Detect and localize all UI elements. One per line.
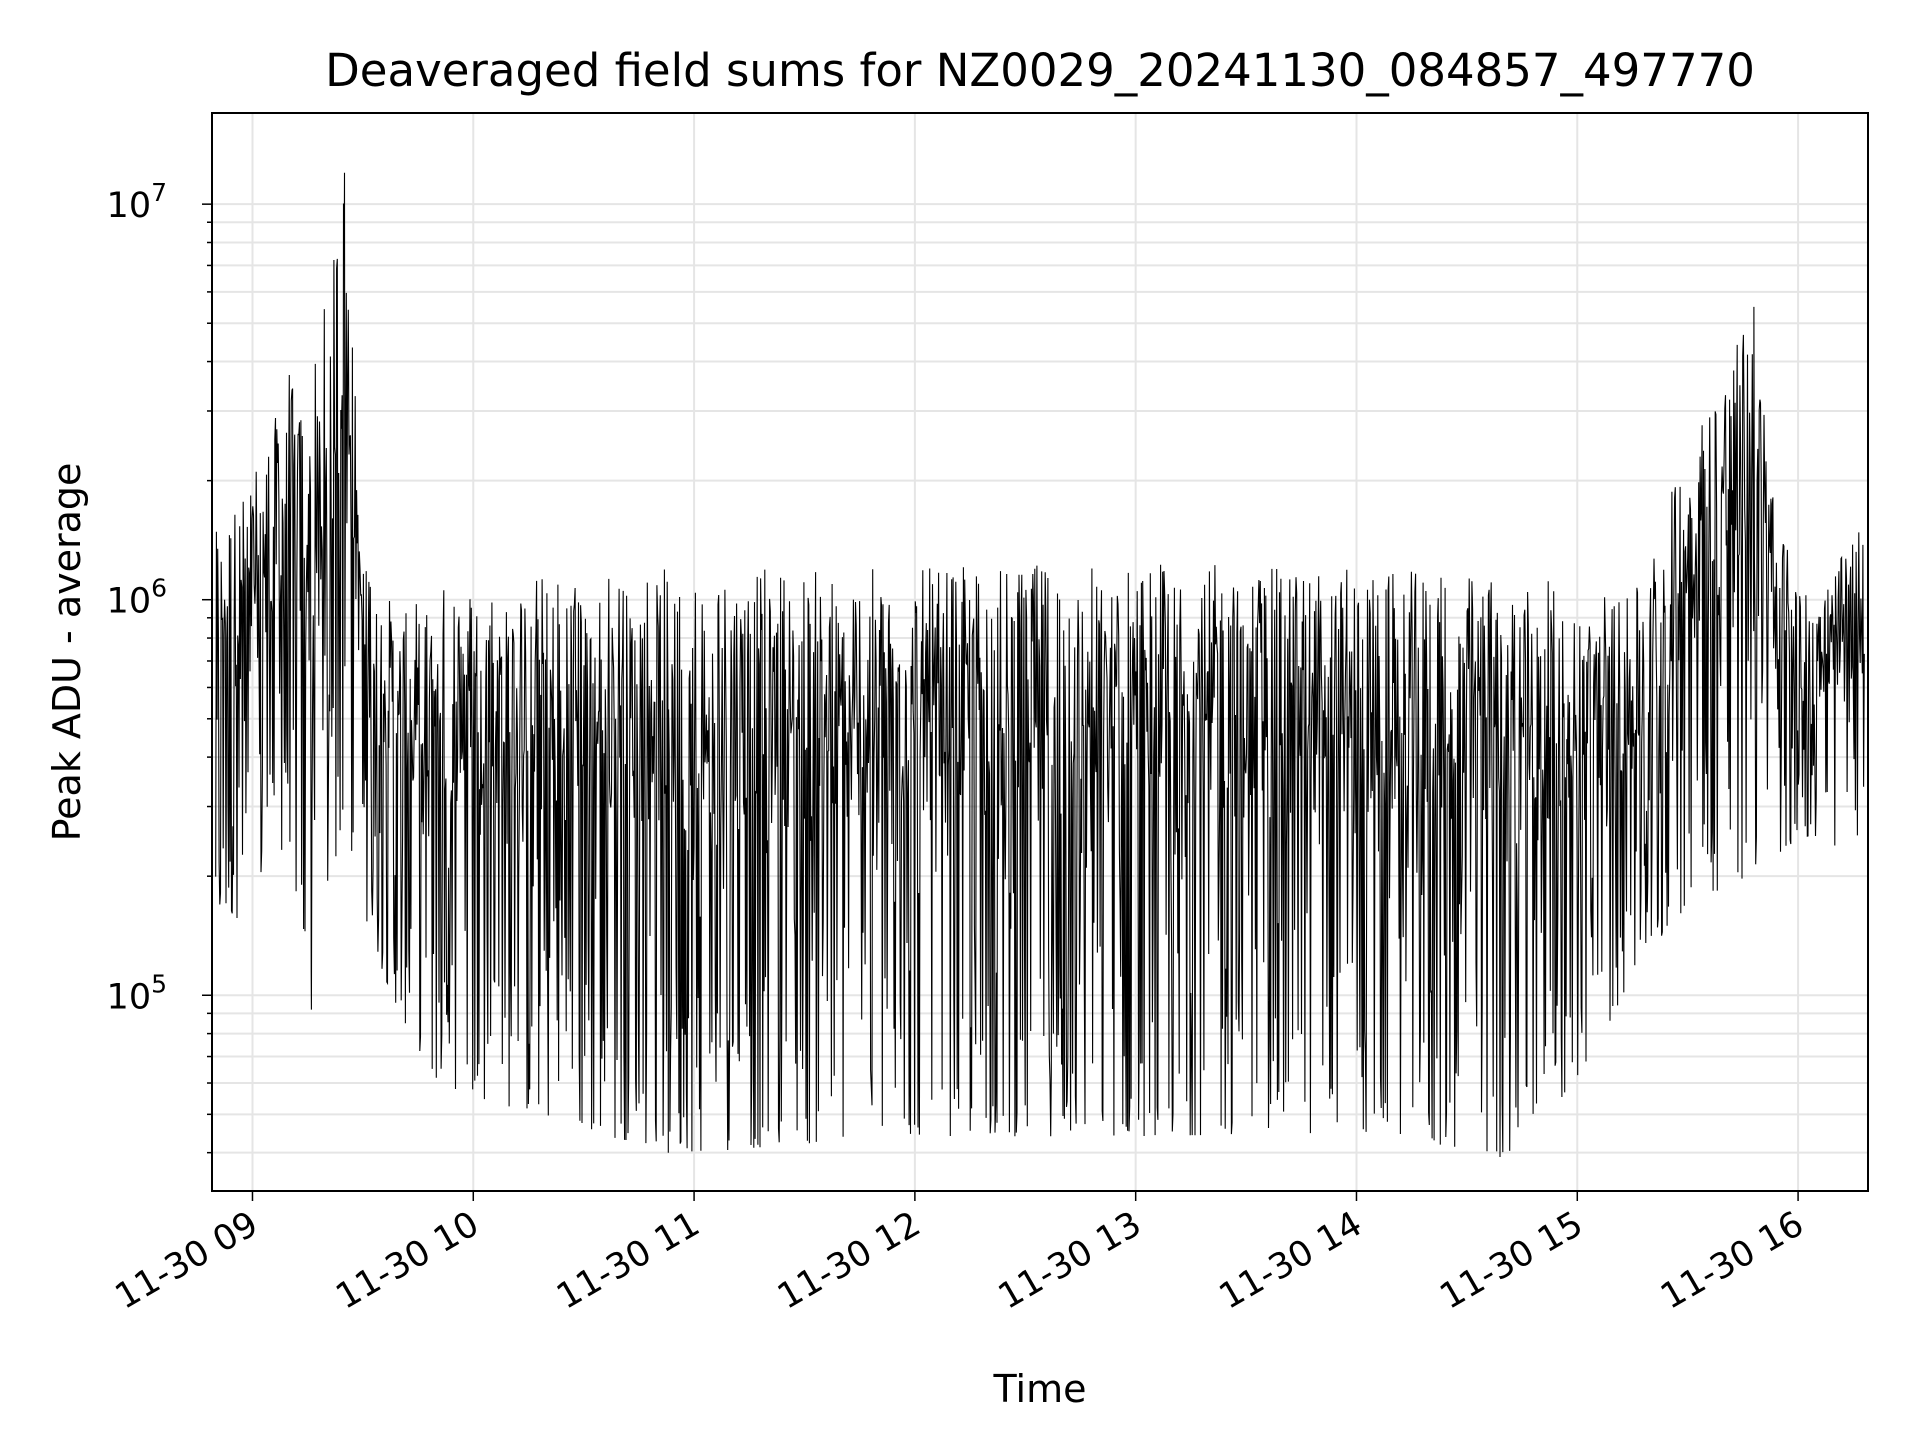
series-line [215, 172, 1865, 1158]
x-axis-label: Time [993, 1367, 1087, 1411]
y-axis-label: Peak ADU - average [45, 463, 89, 842]
y-tick-label: 105 [107, 969, 167, 1017]
plot-frame [211, 112, 1869, 1192]
data-layer [215, 172, 1865, 1158]
y-tick-label: 106 [107, 574, 167, 622]
y-tick-label: 107 [107, 178, 167, 226]
chart-title: Deaveraged field sums for NZ0029_2024113… [325, 44, 1755, 97]
